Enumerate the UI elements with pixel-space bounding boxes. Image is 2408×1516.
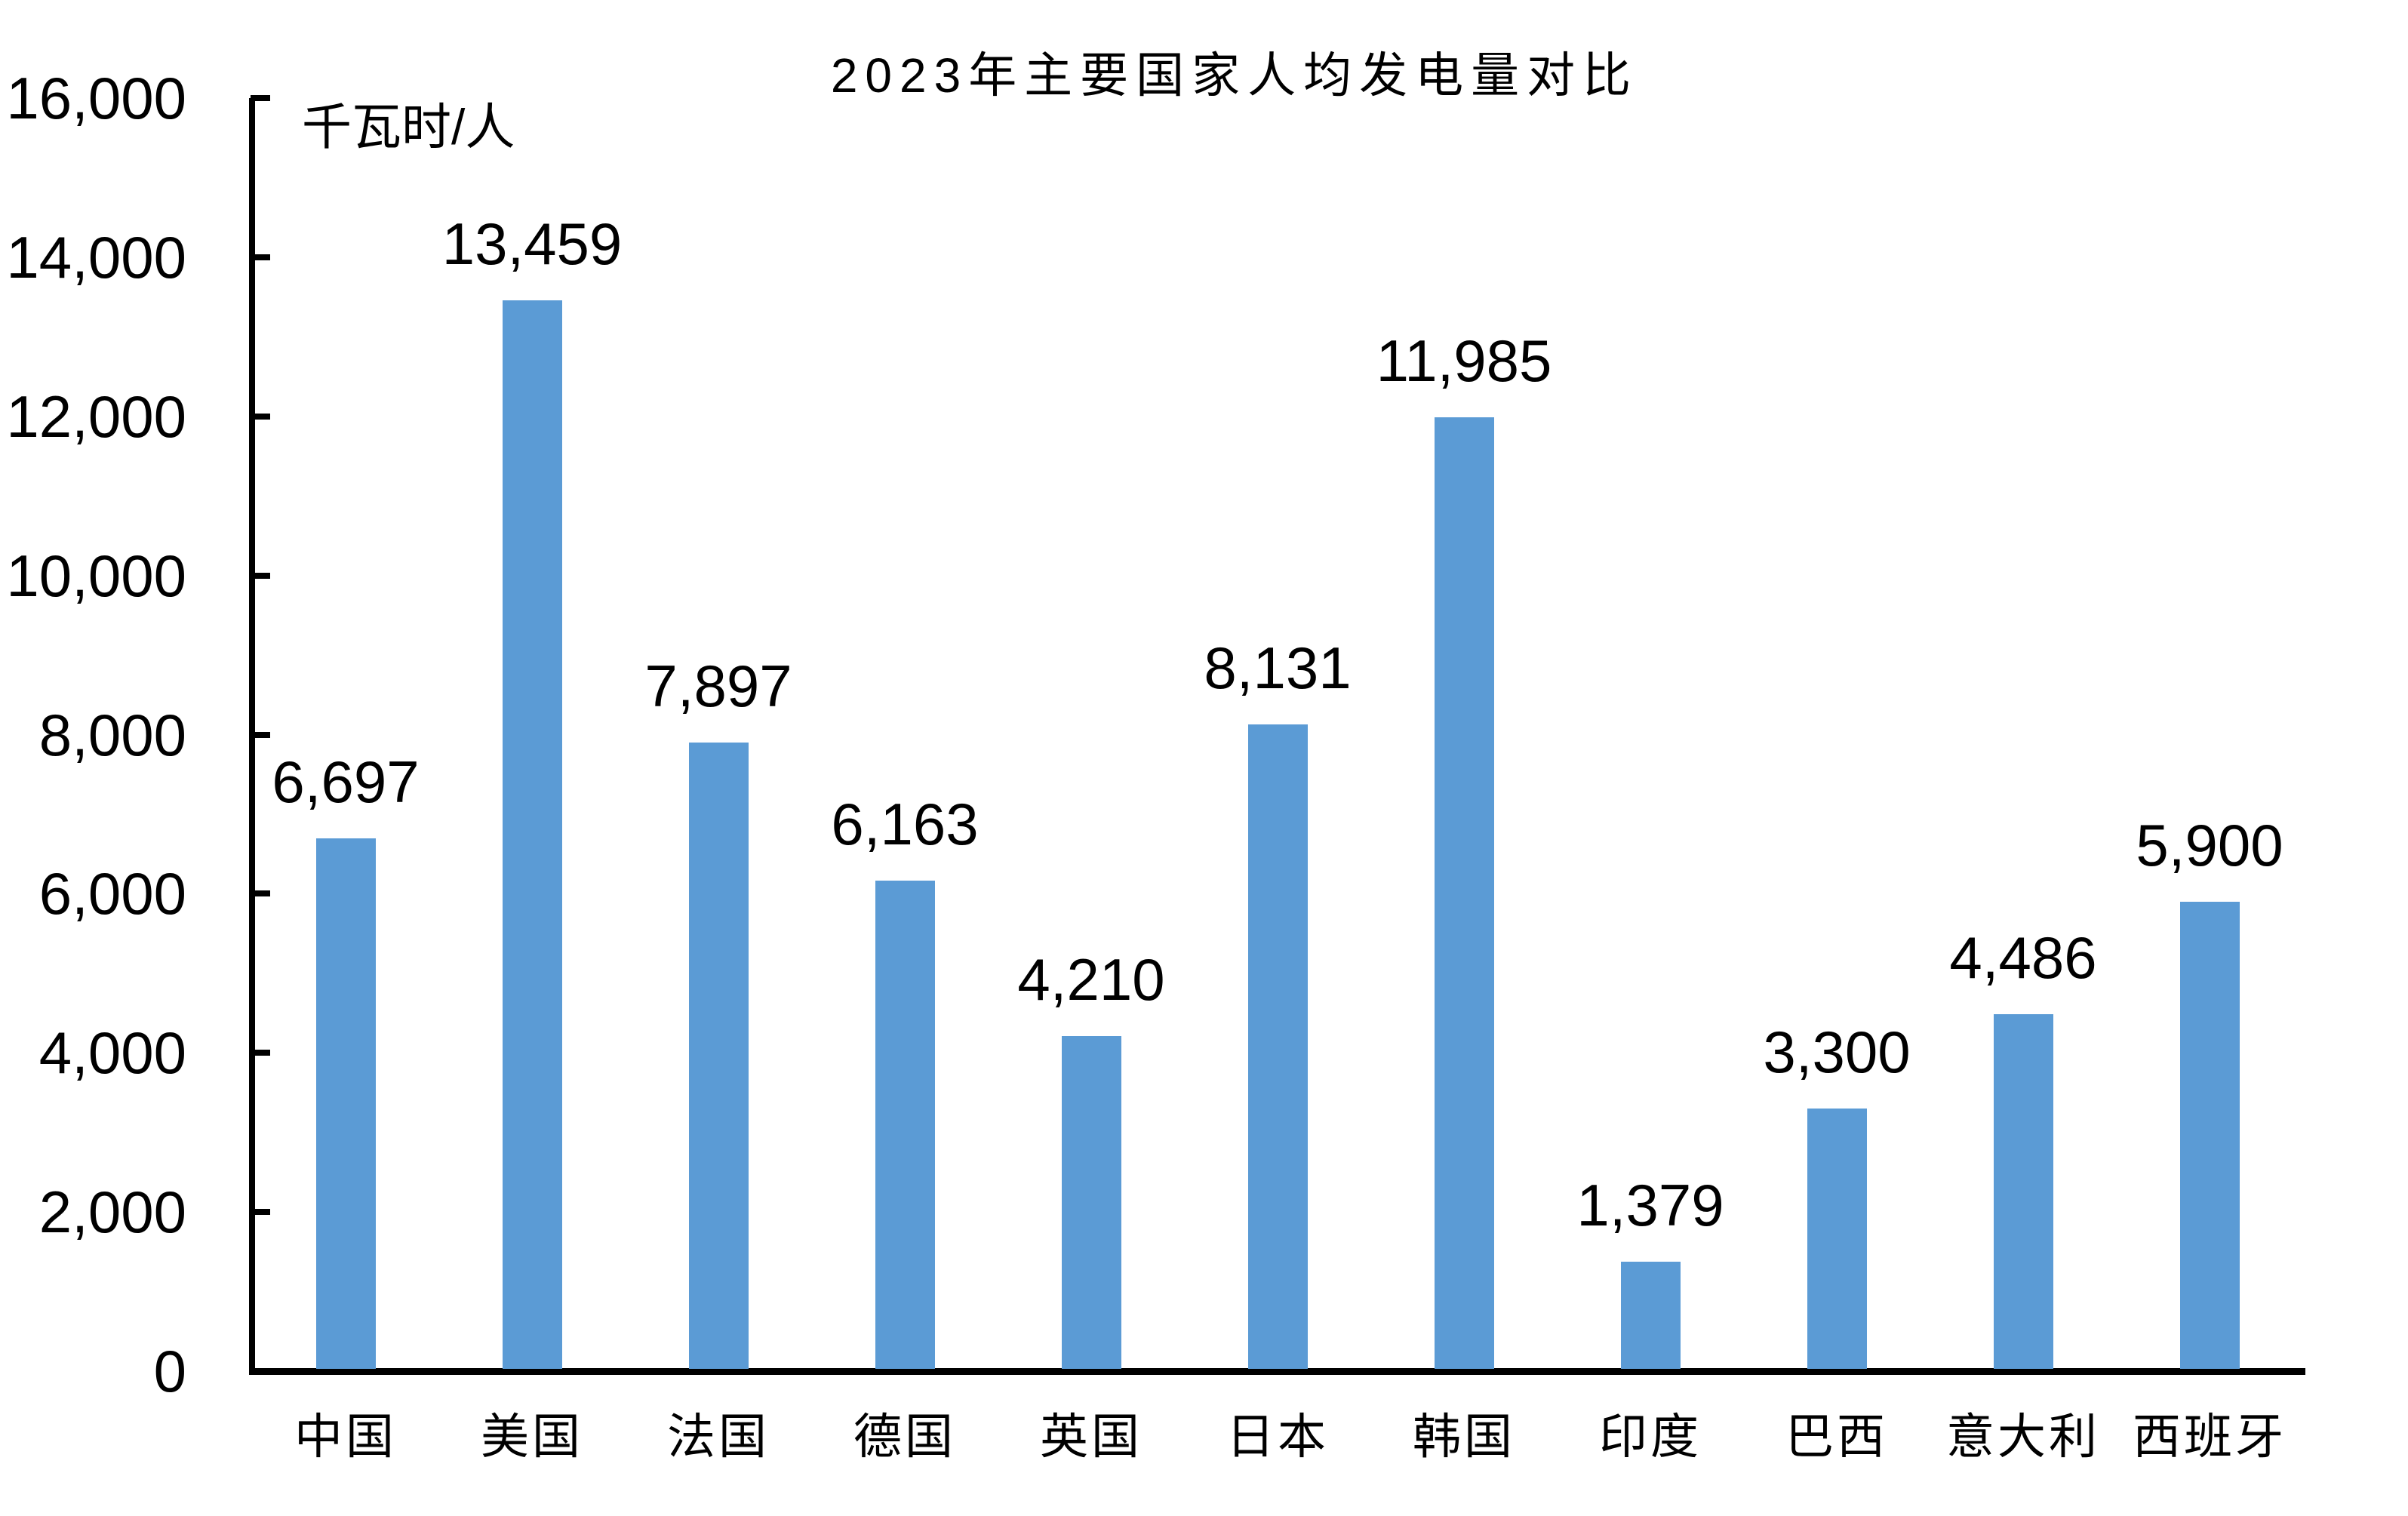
y-tick-label: 8,000 xyxy=(38,702,186,768)
bar xyxy=(689,743,749,1369)
bar-value-label: 5,900 xyxy=(2136,812,2283,878)
y-tick-label: 10,000 xyxy=(6,543,186,609)
category-label: 德国 xyxy=(853,1410,956,1464)
category-label: 印度 xyxy=(1599,1410,1702,1464)
bar-value-label: 4,486 xyxy=(1949,924,2097,991)
y-tick-label: 0 xyxy=(153,1338,186,1404)
bar-value-label: 3,300 xyxy=(1763,1019,1911,1085)
bar xyxy=(1621,1262,1681,1369)
bar xyxy=(1248,724,1308,1369)
y-axis-unit-label: 千瓦时/人 xyxy=(302,99,515,155)
bar xyxy=(2180,902,2240,1369)
y-tick-label: 12,000 xyxy=(6,383,186,450)
bar xyxy=(1062,1036,1121,1369)
bar-value-label: 7,897 xyxy=(644,653,792,719)
y-tick-mark xyxy=(251,95,270,101)
category-label: 西班牙 xyxy=(2133,1410,2287,1464)
bar-value-label: 13,459 xyxy=(441,211,623,277)
category-label: 日本 xyxy=(1226,1410,1329,1464)
bar-value-label: 1,379 xyxy=(1576,1172,1724,1238)
y-tick-mark xyxy=(251,890,270,896)
y-tick-label: 2,000 xyxy=(38,1179,186,1245)
bar xyxy=(1435,417,1494,1369)
y-tick-mark xyxy=(251,1050,270,1056)
bar-value-label: 11,985 xyxy=(1376,327,1552,394)
x-axis-line xyxy=(249,1368,2305,1375)
bar xyxy=(503,300,562,1369)
bar xyxy=(875,881,935,1369)
bar xyxy=(1994,1014,2053,1369)
category-label: 韩国 xyxy=(1413,1410,1515,1464)
category-label: 法国 xyxy=(667,1410,770,1464)
bar-value-label: 8,131 xyxy=(1204,635,1352,701)
y-tick-mark xyxy=(251,254,270,260)
bar xyxy=(316,838,376,1369)
y-tick-mark xyxy=(251,414,270,420)
category-label: 意大利 xyxy=(1946,1410,2100,1464)
bar xyxy=(1807,1109,1867,1369)
y-tick-label: 14,000 xyxy=(6,224,186,291)
y-tick-label: 16,000 xyxy=(6,65,186,131)
y-tick-label: 6,000 xyxy=(38,860,186,927)
bar-value-label: 6,163 xyxy=(831,791,979,857)
bar-value-label: 4,210 xyxy=(1017,946,1165,1013)
category-label: 中国 xyxy=(294,1410,397,1464)
category-label: 美国 xyxy=(481,1410,583,1464)
bar-value-label: 6,697 xyxy=(272,749,420,815)
category-label: 巴西 xyxy=(1785,1410,1888,1464)
y-tick-label: 4,000 xyxy=(38,1019,186,1086)
y-tick-mark xyxy=(251,573,270,579)
y-tick-mark xyxy=(251,732,270,738)
y-tick-mark xyxy=(251,1209,270,1215)
chart-title: 2023年主要国家人均发电量对比 xyxy=(830,48,1639,103)
category-label: 英国 xyxy=(1040,1410,1142,1464)
